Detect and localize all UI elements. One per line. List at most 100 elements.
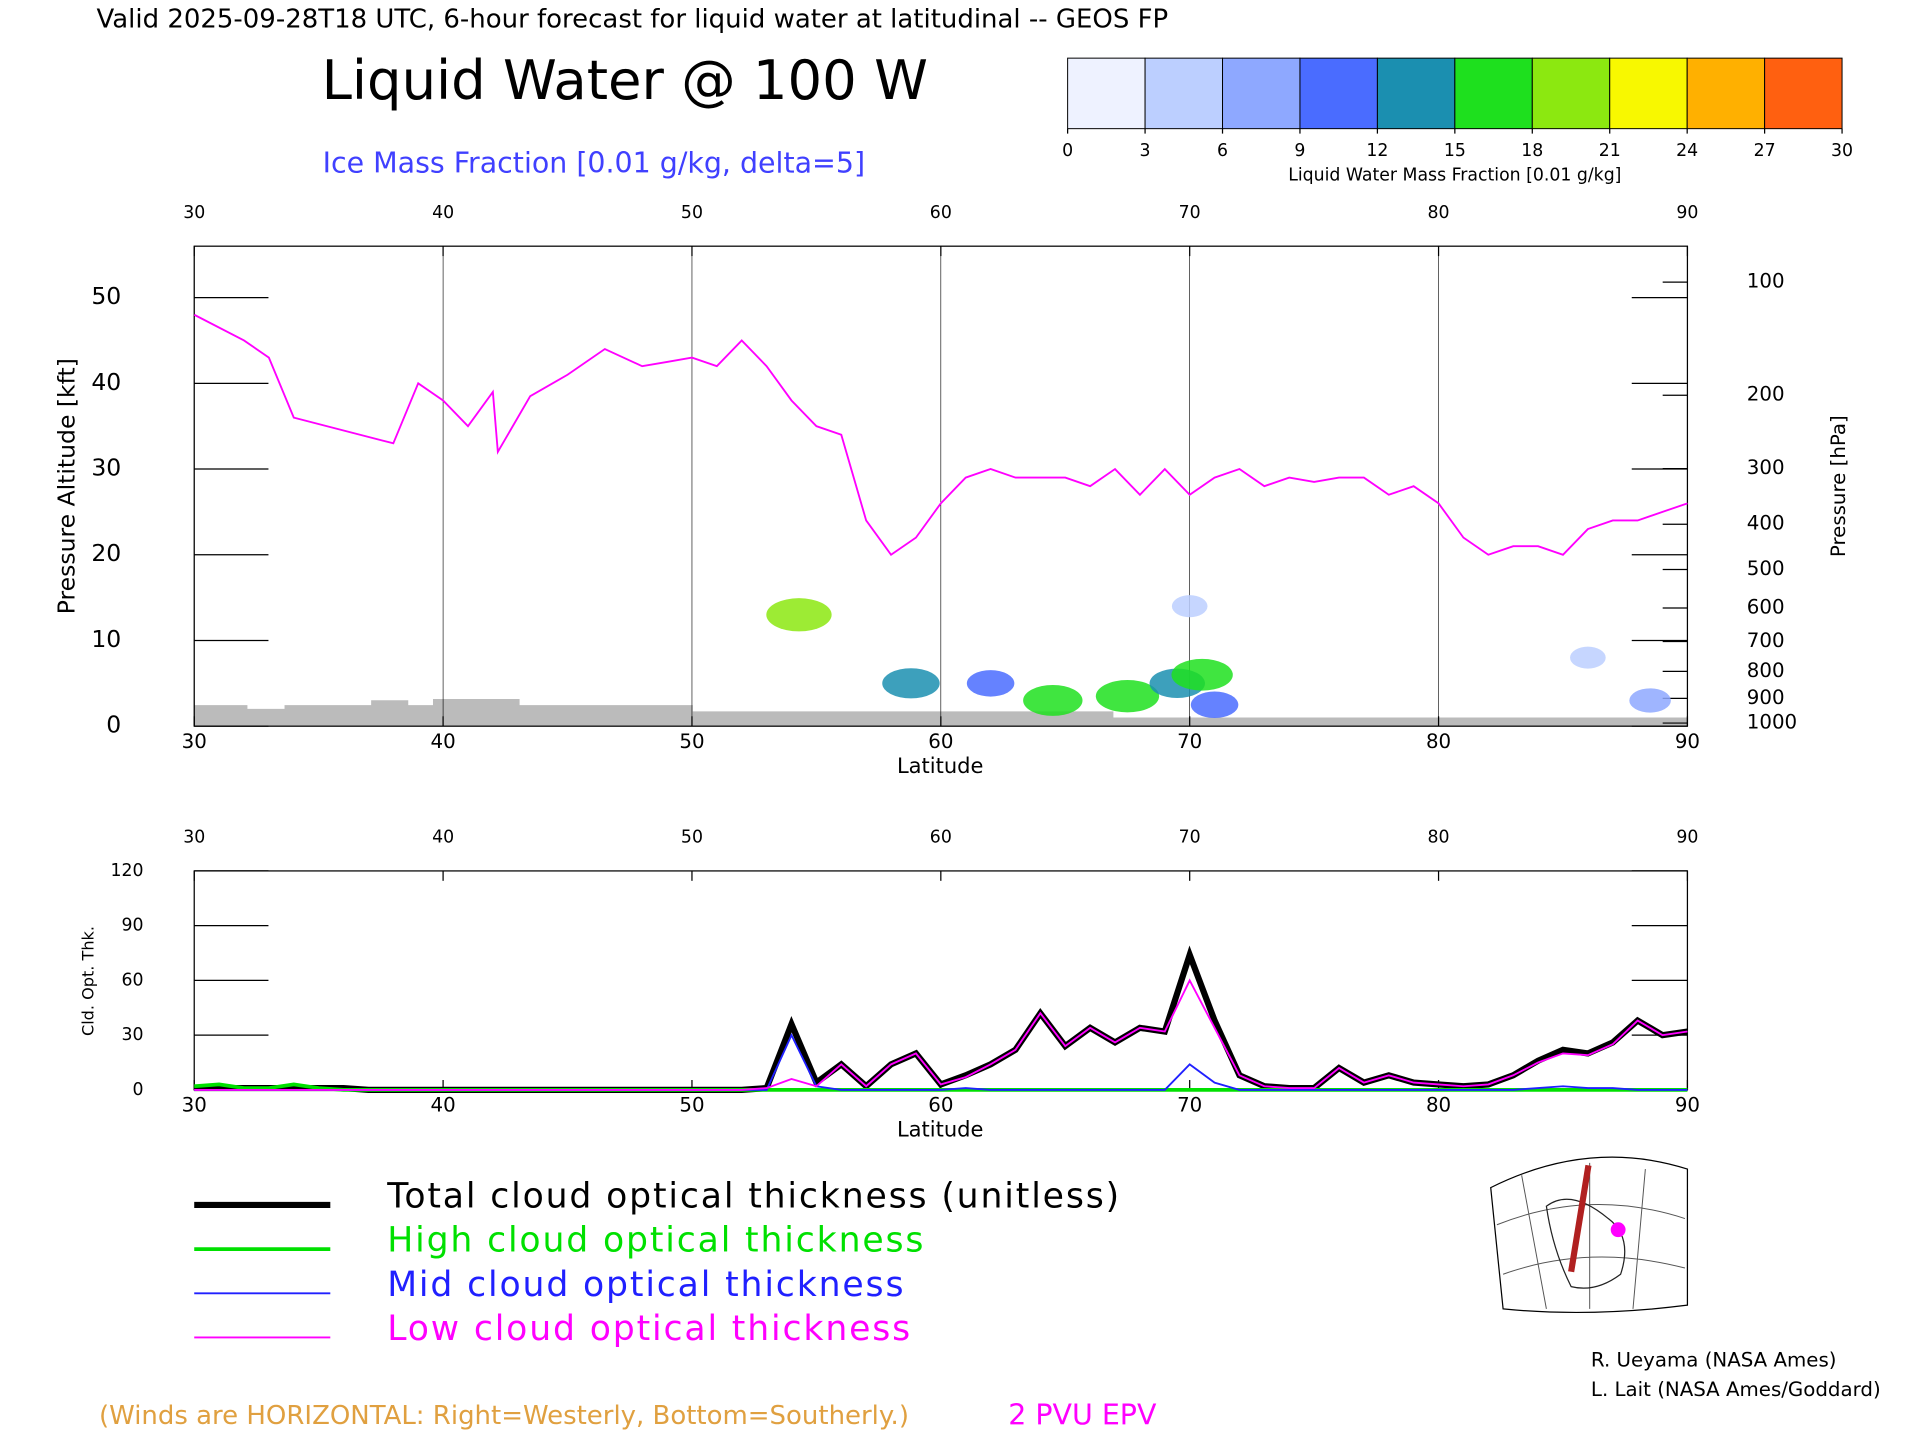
liquid-water-cell [1171,658,1233,691]
x-tick-label: 60 [928,1093,953,1116]
y-tick-label: 0 [132,1080,143,1100]
y2-tick-label: 800 [1747,659,1785,682]
colorbar-segment [1067,57,1146,130]
credit: L. Lait (NASA Ames/Goddard) [1591,1378,1881,1401]
x-tick-label-top: 40 [432,203,454,223]
x-tick-label: 80 [1426,730,1451,753]
x-tick-label-top: 60 [930,828,952,848]
x-tick-label: 30 [182,1093,207,1116]
x-tick-label-top: 40 [432,828,454,848]
y2-tick-label: 400 [1747,512,1785,535]
y2-tick-label: 600 [1747,595,1785,618]
y-axis-label: Cld. Opt. Thk. [79,926,98,1036]
series-line [194,978,1688,1091]
y2-tick-label: 300 [1747,456,1785,479]
legend-label: High cloud optical thickness [387,1221,925,1261]
x-tick-label-top: 60 [930,203,952,223]
epv-label: 2 PVU EPV [1008,1398,1157,1431]
colorbar-tick-label: 3 [1140,141,1151,161]
liquid-water-cell [1171,595,1208,618]
winds-note: (Winds are HORIZONTAL: Right=Westerly, B… [99,1401,909,1431]
x-tick-label: 30 [182,730,207,753]
liquid-water-cell [1629,688,1671,713]
x-tick-label-top: 50 [681,203,703,223]
y-tick-label: 90 [121,916,143,936]
colorbar-tick-label: 15 [1444,141,1466,161]
x-tick-label-top: 30 [183,828,205,848]
y-tick-label: 30 [91,454,121,482]
y2-tick-label: 1000 [1747,711,1797,734]
y2-tick-label: 200 [1747,383,1785,406]
x-tick-label: 90 [1675,1093,1700,1116]
colorbar-segment [1222,57,1301,130]
colorbar-segment [1454,57,1533,130]
y-tick-label: 0 [106,711,121,739]
y-tick-label: 20 [91,539,121,567]
y-tick-label: 50 [91,282,121,310]
x-tick-label-top: 50 [681,828,703,848]
y2-tick-label: 500 [1747,557,1785,580]
y-tick-label: 10 [91,625,121,653]
epv-line [193,313,1688,557]
x-tick-label-top: 80 [1428,828,1450,848]
x-tick-label-top: 90 [1676,828,1698,848]
y-tick-label: 60 [121,970,143,990]
colorbar-tick-label: 0 [1062,141,1073,161]
colorbar-segment [1609,57,1688,130]
colorbar-tick-label: 21 [1599,141,1621,161]
lower-frame [193,870,1689,1091]
y2-tick-label: 700 [1747,629,1785,652]
y-tick-label: 30 [121,1025,143,1045]
x-tick-label-top: 80 [1428,203,1450,223]
x-axis-label: Latitude [897,753,984,778]
colorbar-segment [1764,57,1843,130]
legend-label: Low cloud optical thickness [387,1309,912,1349]
colorbar-tick-label: 12 [1366,141,1388,161]
liquid-water-cell [1570,646,1606,669]
colorbar-tick-label: 30 [1831,141,1853,161]
colorbar-tick-label: 9 [1294,141,1305,161]
colorbar-segment [1531,57,1611,130]
x-tick-label: 80 [1426,1093,1451,1116]
y-tick-label: 40 [91,368,121,396]
x-tick-label-top: 70 [1179,828,1201,848]
colorbar-segment [1299,57,1378,130]
series-line [194,945,1688,1093]
y-axis-label: Pressure Altitude [kft] [53,358,81,614]
liquid-water-cell [1023,685,1083,716]
colorbar-segment [1686,57,1766,130]
x-tick-label-top: 70 [1179,203,1201,223]
colorbar-label: Liquid Water Mass Fraction [0.01 g/kg] [1288,166,1621,186]
liquid-water-cell [1190,691,1239,718]
x-tick-label: 90 [1675,730,1700,753]
y-tick-label: 120 [110,861,143,881]
valid-line: Valid 2025-09-28T18 UTC, 6-hour forecast… [96,4,1168,34]
x-tick-label-top: 30 [183,203,205,223]
y2-axis-label: Pressure [hPa] [1827,415,1850,557]
x-tick-label: 70 [1177,1093,1202,1116]
colorbar-segment [1376,57,1456,130]
x-tick-label: 60 [928,730,953,753]
x-tick-label: 40 [431,730,456,753]
title: Liquid Water @ 100 W [322,48,928,112]
colorbar-tick-label: 6 [1217,141,1228,161]
y2-tick-label: 100 [1747,270,1785,293]
liquid-water-cell [766,598,832,632]
liquid-water-cell [882,668,940,699]
x-tick-label: 40 [431,1093,456,1116]
map-inset [1490,1156,1689,1314]
x-tick-label-top: 90 [1676,203,1698,223]
colorbar-segment [1144,57,1224,130]
x-tick-label: 50 [679,1093,704,1116]
credit: R. Ueyama (NASA Ames) [1591,1348,1837,1371]
subtitle: Ice Mass Fraction [0.01 g/kg, delta=5] [323,147,865,180]
x-tick-label: 50 [679,730,704,753]
x-axis-label: Latitude [897,1117,984,1142]
liquid-water-cell [1095,679,1160,713]
legend-label: Total cloud optical thickness (unitless) [386,1177,1121,1217]
liquid-water-cell [966,670,1015,697]
colorbar-tick-label: 24 [1676,141,1698,161]
colorbar-tick-label: 27 [1754,141,1776,161]
